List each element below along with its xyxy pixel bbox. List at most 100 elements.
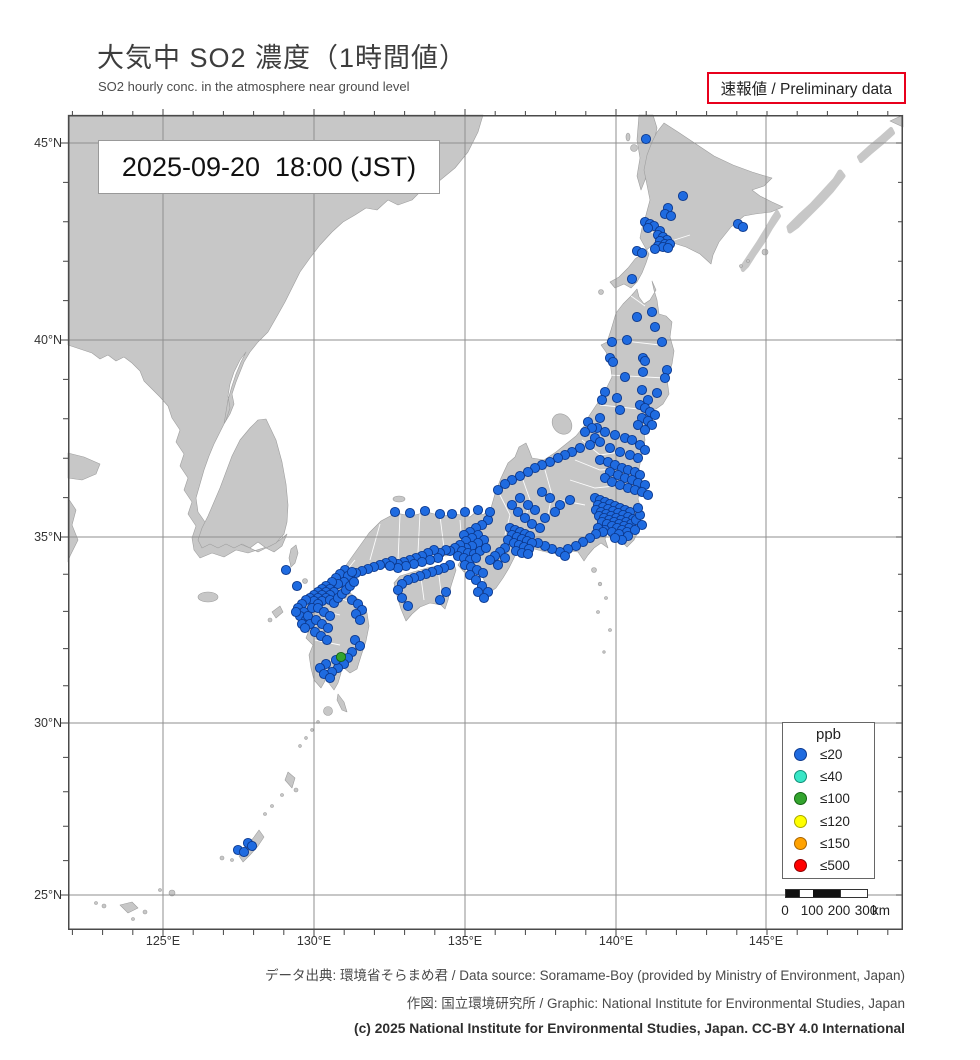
station-dot — [470, 574, 482, 586]
station-dot — [392, 584, 404, 596]
legend-color-dot — [794, 836, 807, 850]
scale-bar-tick-label: 300 — [854, 903, 878, 918]
station-dot — [470, 552, 482, 564]
timestamp-box: 2025-09-20 18:00 (JST) — [98, 140, 440, 194]
station-dot — [480, 542, 492, 554]
station-dot — [599, 426, 611, 438]
station-dot — [478, 592, 490, 604]
goto-islands — [271, 605, 284, 619]
station-dot — [484, 554, 496, 566]
lon-label: 135°E — [447, 934, 483, 948]
station-dot — [536, 486, 548, 498]
station-dot — [594, 412, 606, 424]
station-dot — [609, 429, 621, 441]
scale-bar-tick-label: 0 — [781, 903, 789, 918]
station-dot — [434, 594, 446, 606]
preliminary-data-badge: 速報値 / Preliminary data — [706, 72, 906, 104]
jeju-island — [197, 591, 219, 603]
station-dot — [611, 392, 623, 404]
station-dot — [459, 506, 471, 518]
station-dot — [626, 273, 638, 285]
station-dot — [526, 518, 538, 530]
korea-se — [197, 418, 289, 549]
tsushima-island — [288, 544, 299, 568]
station-dot — [290, 606, 302, 618]
station-dot — [522, 466, 534, 478]
station-dot — [499, 552, 511, 564]
station-dot — [477, 567, 489, 579]
footer-graphic-credit: 作図: 国立環境研究所 / Graphic: National Institut… — [406, 996, 905, 1011]
station-dot — [280, 564, 292, 576]
station-dot — [639, 355, 651, 367]
lat-label: 45°N — [34, 136, 62, 150]
station-dots-layer — [232, 133, 749, 858]
kunashir-island — [740, 210, 781, 272]
shikotan-island — [761, 248, 769, 256]
habomai-islet — [746, 259, 750, 263]
legend: ppb ≤20 ≤40 ≤100 ≤120 ≤150 ≤500 — [782, 722, 875, 879]
map-frame — [68, 115, 903, 930]
ryukyu-islet — [270, 804, 274, 808]
footer-data-source: データ出典: 環境省そらまめ君 / Data source: Soramame-… — [265, 968, 905, 983]
legend-color-dot — [794, 792, 807, 806]
station-dot — [636, 384, 648, 396]
station-dot — [677, 190, 689, 202]
station-dot — [629, 524, 641, 536]
station-dot — [321, 634, 333, 646]
station-dot — [484, 506, 496, 518]
scale-bar-tick-label: 200 — [827, 903, 851, 918]
lat-label: 35°N — [34, 530, 62, 544]
station-dot — [512, 506, 524, 518]
station-dot — [621, 334, 633, 346]
rebun-island — [625, 132, 631, 142]
japan-map-svg — [60, 109, 904, 937]
station-dot — [419, 505, 431, 517]
station-dot — [632, 502, 644, 514]
continent-asia — [67, 114, 484, 559]
legend-entry: ≤20 — [783, 743, 874, 765]
izu-oshima — [591, 567, 597, 573]
station-dot — [472, 586, 484, 598]
urup-island — [857, 127, 895, 163]
station-dot — [514, 470, 526, 482]
legend-color-dot — [794, 814, 807, 828]
kikai-island — [293, 787, 299, 793]
station-dot — [299, 622, 311, 634]
legend-entry: ≤120 — [783, 810, 874, 832]
lat-label: 25°N — [34, 888, 62, 902]
izu-islet — [608, 628, 612, 632]
station-dot — [492, 484, 504, 496]
timestamp-text: 2025-09-20 18:00 (JST) — [121, 151, 417, 182]
goto-islet — [267, 617, 273, 623]
station-dot — [649, 321, 661, 333]
izu-islet — [602, 650, 606, 654]
station-dot — [446, 508, 458, 520]
station-dot — [604, 442, 616, 454]
legend-color-dot — [794, 859, 807, 873]
station-dot — [396, 592, 408, 604]
station-dot — [637, 366, 649, 378]
page-title: 大気中 SO2 濃度（1時間値） — [97, 43, 468, 73]
graticule-ticks — [60, 109, 903, 937]
legend-rows: ≤20 ≤40 ≤100 ≤120 ≤150 ≤500 — [783, 743, 874, 877]
scale-bar — [785, 889, 868, 898]
legend-entry-label: ≤150 — [820, 835, 850, 851]
yaeyama-islet — [94, 901, 98, 905]
tokara-islet — [310, 728, 314, 732]
station-dot — [335, 651, 347, 663]
lon-label: 125°E — [145, 934, 181, 948]
station-dot — [552, 452, 564, 464]
legend-entry-label: ≤100 — [820, 791, 850, 807]
legend-entry: ≤150 — [783, 832, 874, 854]
station-dot — [642, 222, 654, 234]
izu-islet — [597, 581, 603, 587]
landmasses — [67, 114, 904, 921]
station-dot — [649, 243, 661, 255]
legend-entry-label: ≤20 — [820, 746, 843, 762]
station-dot — [506, 499, 518, 511]
yaeyama-islet — [131, 917, 135, 921]
sakhalin — [636, 114, 658, 191]
lat-label: 30°N — [34, 716, 62, 730]
station-dot — [440, 586, 452, 598]
station-dot — [639, 424, 651, 436]
